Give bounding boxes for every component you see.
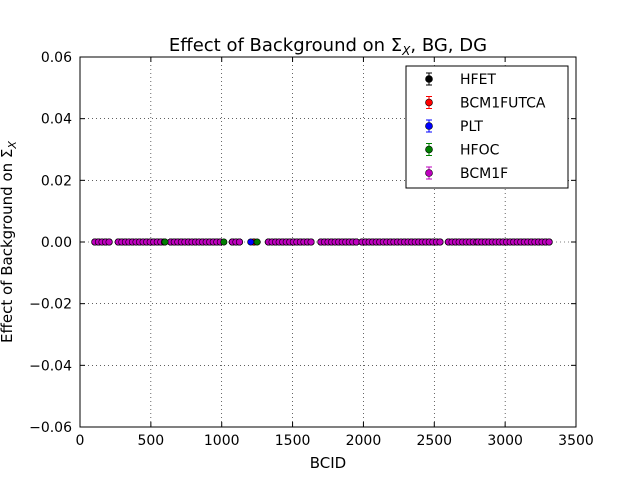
y-tick-label: −0.02 <box>29 297 72 313</box>
y-tick-label: 0.04 <box>41 112 72 128</box>
legend-marker-plt <box>425 122 433 130</box>
y-axis-label-sub: X <box>6 141 19 150</box>
y-tick-label: 0.00 <box>41 235 72 251</box>
chart-title: Effect of Background on ΣX, BG, DG <box>169 35 487 58</box>
legend-label-hfoc: HFOC <box>460 143 500 159</box>
x-tick-label: 2500 <box>416 433 452 449</box>
legend-marker-bcm1f <box>425 169 433 177</box>
x-axis-label: BCID <box>310 454 346 472</box>
point-hfoc <box>161 238 169 246</box>
x-tick-label: 1500 <box>275 433 311 449</box>
point-hfoc <box>253 238 261 246</box>
point-bcm1f <box>307 238 315 246</box>
legend-box <box>405 65 569 189</box>
y-tick-label: −0.06 <box>29 420 72 436</box>
point-hfoc <box>220 238 228 246</box>
y-tick-label: −0.04 <box>29 358 72 374</box>
legend-label-plt: PLT <box>460 119 483 135</box>
ticks: 0 500 1000 1500 2000 2500 3000 3500 0.06 0.04 0.02… <box>29 50 594 449</box>
x-tick-label: 3000 <box>487 433 523 449</box>
chart-title-suffix: , BG, DG <box>410 35 487 56</box>
y-axis-label: Effect of Background on ΣX <box>0 141 19 343</box>
point-bcm1f <box>436 238 444 246</box>
legend: HFET BCM1FUTCA PLT HFOC BCM1F <box>405 65 569 189</box>
x-tick-label: 1000 <box>204 433 240 449</box>
legend-label-hfet: HFET <box>460 72 496 88</box>
x-tick-label: 3500 <box>558 433 594 449</box>
x-tick-label: 500 <box>137 433 164 449</box>
legend-marker-hfoc <box>425 145 433 154</box>
y-tick-label: 0.02 <box>41 173 72 189</box>
legend-label-bcm1futca: BCM1FUTCA <box>460 96 546 112</box>
point-bcm1f <box>105 238 113 246</box>
point-plt <box>247 238 255 246</box>
legend-marker-hfet <box>425 75 433 83</box>
point-bcm1f <box>545 238 553 246</box>
chart-title-sub: X <box>401 44 411 58</box>
y-tick-label: 0.06 <box>41 50 72 66</box>
x-tick-label: 0 <box>76 433 85 449</box>
x-tick-label: 2000 <box>346 433 382 449</box>
point-bcm1f <box>235 238 243 246</box>
legend-label-bcm1f: BCM1F <box>460 166 508 182</box>
legend-marker-bcm1futca <box>425 98 433 107</box>
data-points <box>91 238 553 246</box>
